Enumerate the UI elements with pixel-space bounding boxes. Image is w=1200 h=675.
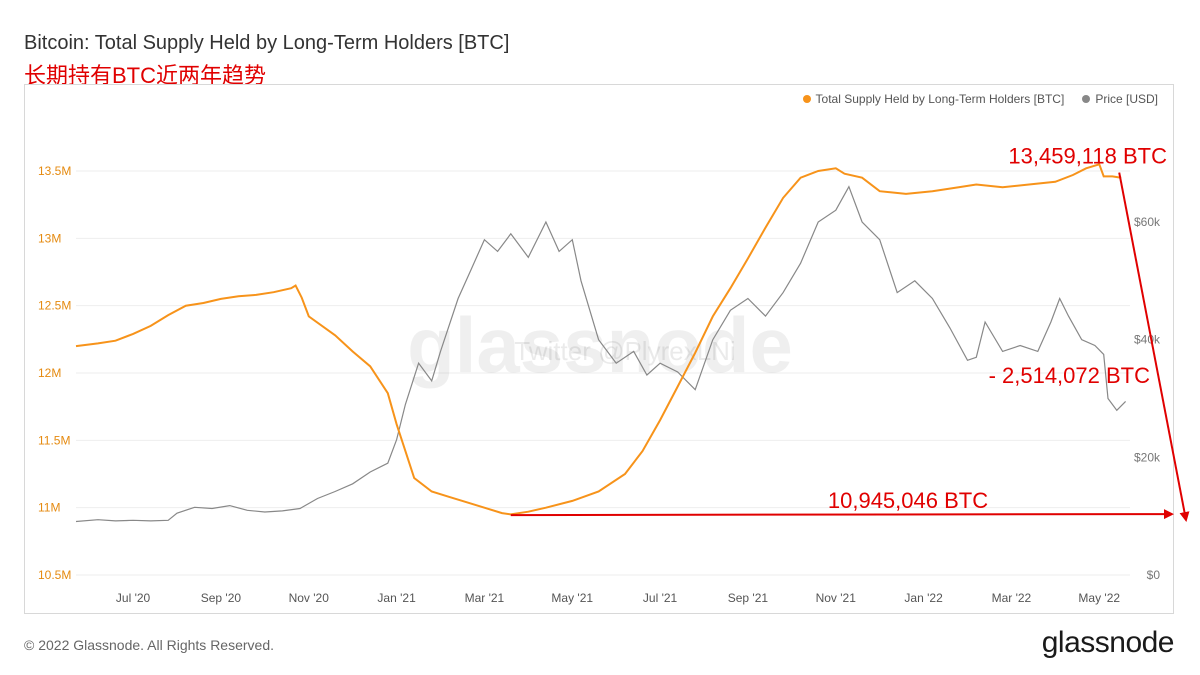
watermark-logo: glassnode bbox=[407, 301, 793, 389]
brand-logo: glassnode bbox=[1041, 626, 1175, 659]
copyright: © 2022 Glassnode. All Rights Reserved. bbox=[24, 637, 275, 653]
chart-title: Bitcoin: Total Supply Held by Long-Term … bbox=[24, 32, 510, 54]
x-tick-label: Jul '20 bbox=[116, 591, 151, 605]
x-tick-label: Jan '21 bbox=[377, 591, 416, 605]
x-tick-label: Sep '20 bbox=[201, 591, 242, 605]
annotation-minimum-value: 10,945,046 BTC bbox=[828, 488, 988, 513]
x-axis: Jul '20 Sep '20 Nov '20 Jan '21 Mar '21 May '… bbox=[116, 591, 1120, 605]
legend-dot-lth-icon bbox=[802, 95, 811, 103]
x-tick-label: Nov '20 bbox=[289, 591, 330, 605]
y-left-tick-label: 12.5M bbox=[38, 299, 71, 313]
chart-subtitle: 长期持有BTC近两年趋势 bbox=[24, 63, 267, 88]
legend-label-lth: Total Supply Held by Long-Term Holders [… bbox=[815, 92, 1065, 106]
x-tick-label: Mar '21 bbox=[465, 591, 505, 605]
y-axis-right: $0 $20k $40k $60k bbox=[1134, 215, 1161, 582]
legend-item-lth[interactable]: Total Supply Held by Long-Term Holders [… bbox=[802, 92, 1065, 106]
price-series-line bbox=[75, 185, 1127, 523]
x-tick-label: May '22 bbox=[1078, 591, 1120, 605]
x-tick-label: May '21 bbox=[551, 591, 593, 605]
legend-item-price[interactable]: Price [USD] bbox=[1082, 92, 1158, 106]
legend: Total Supply Held by Long-Term Holders [… bbox=[802, 92, 1158, 106]
annotation-arrow-diagonal bbox=[1118, 172, 1190, 522]
y-right-tick-label: $60k bbox=[1134, 215, 1161, 229]
x-tick-label: Mar '22 bbox=[992, 591, 1032, 605]
y-right-tick-label: $40k bbox=[1134, 333, 1161, 347]
x-tick-label: Jul '21 bbox=[643, 591, 678, 605]
legend-dot-price-icon bbox=[1082, 95, 1091, 103]
y-left-tick-label: 11M bbox=[38, 501, 60, 515]
y-right-tick-label: $0 bbox=[1147, 568, 1161, 582]
y-left-tick-label: 11.5M bbox=[38, 433, 70, 447]
y-left-tick-label: 13M bbox=[38, 231, 61, 245]
y-axis-left: 10.5M 11M 11.5M 12M 12.5M 13M 13.5M bbox=[38, 164, 71, 582]
annotation-arrow-horizontal bbox=[510, 509, 1174, 520]
y-right-tick-label: $20k bbox=[1134, 450, 1161, 464]
annotation-change-value: - 2,514,072 BTC bbox=[989, 363, 1151, 388]
lth-series-line bbox=[75, 163, 1122, 516]
y-left-tick-label: 13.5M bbox=[38, 164, 71, 178]
y-left-tick-label: 10.5M bbox=[38, 568, 71, 582]
annotation-current-value: 13,459,118 BTC bbox=[1008, 144, 1167, 169]
legend-label-price: Price [USD] bbox=[1095, 92, 1158, 106]
x-tick-label: Sep '21 bbox=[728, 591, 769, 605]
annotations: 13,459,118 BTC - 2,514,072 BTC 10,945,046 … bbox=[510, 144, 1190, 522]
watermark-handle: Twitter @PlyrexLNi bbox=[514, 336, 735, 366]
grid-lines bbox=[76, 170, 1130, 576]
x-tick-label: Jan '22 bbox=[904, 591, 943, 605]
x-tick-label: Nov '21 bbox=[816, 591, 857, 605]
y-left-tick-label: 12M bbox=[38, 366, 61, 380]
chart-panel bbox=[24, 84, 1174, 614]
